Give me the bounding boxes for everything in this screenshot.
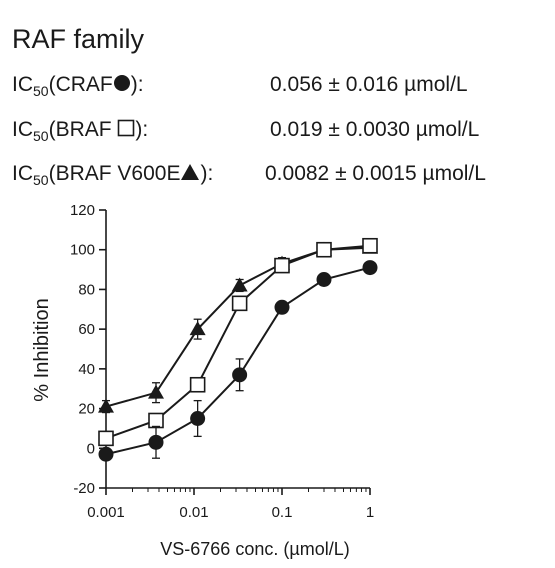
data-point-craf: [362, 260, 378, 276]
ic50-craf-label: IC50(CRAF):: [12, 73, 144, 100]
filled-triangle-icon: [181, 164, 200, 181]
x-tick-label: 0.1: [272, 504, 293, 521]
y-tick-label: 100: [70, 242, 95, 259]
data-point-braf: [148, 412, 164, 429]
panel-title: RAF family: [12, 24, 145, 54]
ic50-craf-value: 0.056 ± 0.016 µmol/L: [270, 73, 468, 96]
data-point-craf: [98, 446, 114, 462]
data-point-craf: [274, 299, 290, 315]
y-tick-label: 20: [78, 401, 95, 418]
data-point-braf: [98, 430, 114, 447]
data-point-craf: [232, 367, 248, 383]
y-tick-label: 0: [87, 440, 95, 457]
open-square-icon: [118, 120, 135, 137]
data-point-braf: [362, 237, 378, 254]
data-point-braf-v600e: [148, 384, 165, 399]
series-line-braf-v600e: [105, 246, 371, 408]
data-point-craf: [190, 411, 206, 426]
x-tick-label: 1: [366, 504, 374, 521]
data-point-craf: [148, 434, 164, 450]
x-tick-label: 0.01: [179, 504, 208, 521]
data-point-braf-v600e: [98, 398, 114, 413]
ic50-braf-v600e-value: 0.0082 ± 0.0015 µmol/L: [265, 162, 486, 185]
y-tick-label: 120: [70, 202, 95, 219]
data-point-craf: [316, 272, 332, 287]
y-tick-label: 40: [78, 361, 95, 378]
data-point-braf: [231, 295, 248, 312]
data-point-braf-v600e: [189, 321, 206, 336]
data-point-braf: [189, 376, 206, 393]
ic50-braf-value: 0.019 ± 0.0030 µmol/L: [270, 118, 480, 141]
y-tick-label: 60: [78, 321, 95, 338]
data-point-braf: [316, 241, 332, 258]
data-point-braf-v600e: [231, 277, 248, 292]
filled-circle-icon: [113, 75, 130, 92]
ic50-braf-label: IC50(BRAF ):: [12, 118, 149, 145]
y-axis-label: % Inhibition: [31, 298, 53, 401]
ic50-braf-v600e-label: IC50(BRAF V600E):: [12, 162, 214, 189]
x-tick-label: 0.001: [87, 504, 125, 521]
y-tick-label: -20: [73, 480, 95, 497]
x-axis-label: VS-6766 conc. (µmol/L): [160, 539, 349, 559]
y-tick-label: 80: [78, 281, 95, 298]
data-point-braf: [274, 257, 290, 274]
series-line-braf: [105, 244, 371, 440]
